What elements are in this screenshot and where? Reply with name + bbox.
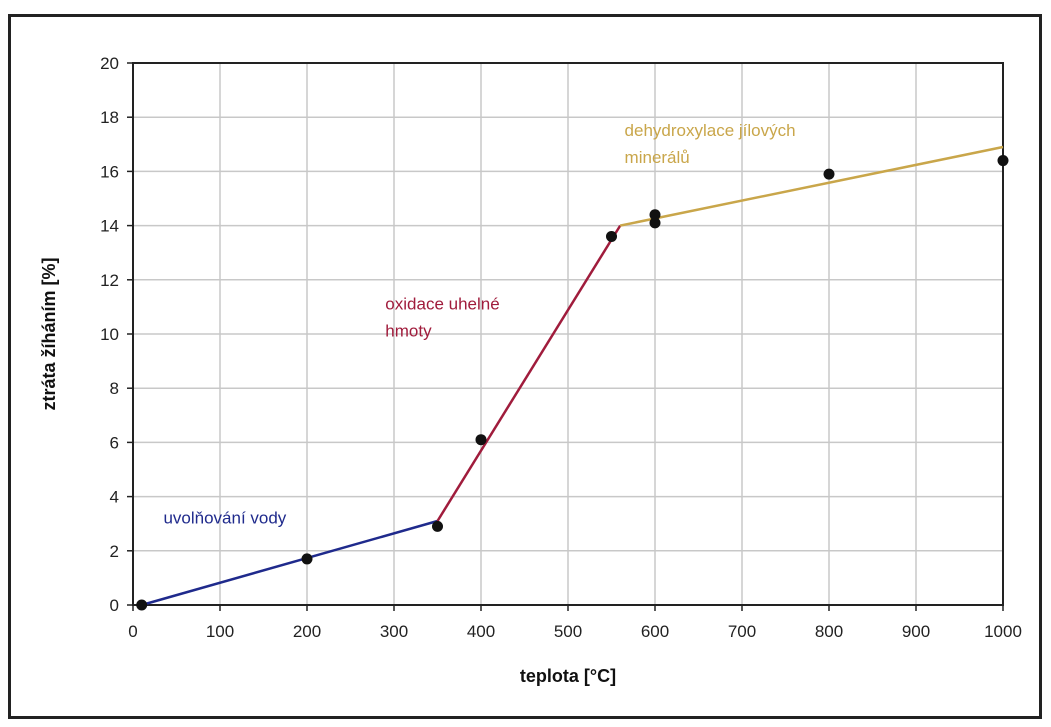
y-tick-label: 2 <box>110 542 119 561</box>
data-point <box>649 209 661 221</box>
y-tick-label: 8 <box>110 379 119 398</box>
x-tick-label: 100 <box>206 622 234 641</box>
data-point <box>432 520 443 532</box>
y-tick-label: 14 <box>100 217 119 236</box>
phase-annotation-line: minerálů <box>625 148 690 167</box>
series-line <box>619 145 1004 227</box>
phase-annotation-line: uvolňování vody <box>163 509 286 528</box>
x-tick-label: 200 <box>293 622 321 641</box>
data-point <box>823 168 835 180</box>
data-point <box>649 217 661 229</box>
phase-annotation: dehydroxylace jílových minerálů <box>625 121 796 167</box>
series-line <box>436 224 622 522</box>
phase-annotation-line: dehydroxylace jílových <box>625 121 796 140</box>
x-tick-label: 1000 <box>984 622 1022 641</box>
y-tick-label: 10 <box>100 325 119 344</box>
phase-annotation-line: oxidace uhelné <box>385 295 499 314</box>
data-point <box>475 434 487 446</box>
x-tick-label: 300 <box>380 622 408 641</box>
y-axis-title: ztráta žíháním [%] <box>39 257 59 410</box>
x-axis-title: teplota [°C] <box>520 666 616 686</box>
phase-annotation-line: hmoty <box>385 322 432 341</box>
x-tick-label: 800 <box>815 622 843 641</box>
data-point <box>301 553 313 565</box>
y-tick-label: 16 <box>100 162 119 181</box>
x-tick-label: 900 <box>902 622 930 641</box>
x-tick-label: 500 <box>554 622 582 641</box>
phase-annotation: uvolňování vody <box>163 509 286 528</box>
data-point <box>136 599 148 611</box>
x-tick-label: 600 <box>641 622 669 641</box>
y-tick-label: 6 <box>110 433 119 452</box>
y-tick-label: 20 <box>100 54 119 73</box>
data-point <box>997 155 1009 167</box>
x-tick-label: 400 <box>467 622 495 641</box>
phase-annotation: oxidace uhelné hmoty <box>385 295 499 341</box>
y-tick-label: 18 <box>100 108 119 127</box>
y-tick-label: 4 <box>110 488 119 507</box>
series-line <box>141 519 438 607</box>
y-tick-label: 12 <box>100 271 119 290</box>
x-tick-label: 0 <box>128 622 137 641</box>
data-point <box>606 230 617 242</box>
x-tick-label: 700 <box>728 622 756 641</box>
y-tick-label: 0 <box>110 596 119 615</box>
